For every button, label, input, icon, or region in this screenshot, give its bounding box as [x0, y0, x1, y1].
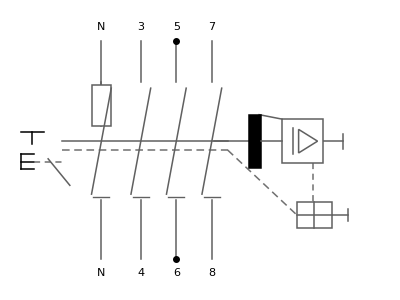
Text: 8: 8 — [208, 268, 215, 278]
Bar — [249, 115, 261, 168]
Text: 5: 5 — [173, 22, 180, 32]
Text: N: N — [97, 22, 106, 32]
Bar — [92, 85, 111, 126]
Bar — [282, 119, 323, 163]
Text: 7: 7 — [208, 22, 215, 32]
Text: 6: 6 — [173, 268, 180, 278]
Text: N: N — [97, 268, 106, 278]
Text: 4: 4 — [137, 268, 144, 278]
Text: 3: 3 — [137, 22, 144, 32]
Bar — [297, 202, 332, 228]
